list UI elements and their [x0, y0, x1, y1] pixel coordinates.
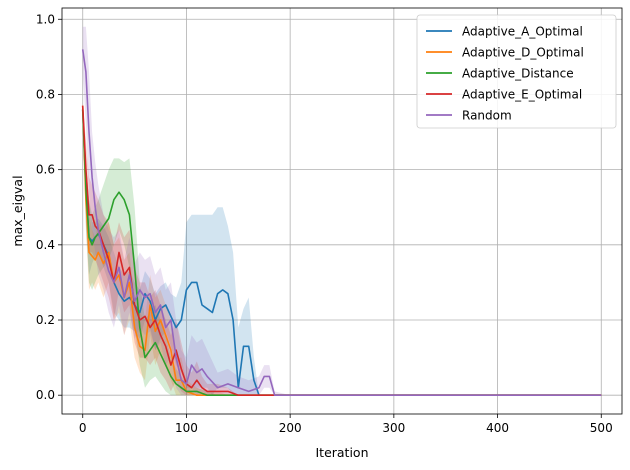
legend-label-adaptive-a-optimal: Adaptive_A_Optimal: [462, 25, 583, 39]
y-tick-label: 0.6: [36, 163, 55, 177]
band-adaptive-a-optimal: [82, 105, 602, 396]
y-tick-label: 1.0: [36, 12, 55, 26]
plot-frame: [61, 7, 623, 415]
legend-label-adaptive-d-optimal: Adaptive_D_Optimal: [462, 46, 584, 60]
legend-label-adaptive-distance: Adaptive_Distance: [462, 67, 574, 81]
x-axis-label: Iteration: [315, 445, 368, 460]
confidence-bands: [82, 26, 602, 396]
x-tick-label: 100: [175, 421, 198, 435]
x-tick-label: 300: [382, 421, 405, 435]
axis-ticks: 0 100 200 300 400 500 0.0 0.2 0.4 0.6 0.8 1.0: [36, 12, 613, 435]
y-tick-label: 0.4: [36, 238, 55, 252]
legend: Adaptive_A_Optimal Adaptive_D_Optimal Adap…: [416, 14, 617, 129]
series-lines: [81, 49, 602, 397]
y-tick-label: 0.8: [36, 87, 55, 101]
legend-label-random: Random: [462, 109, 512, 123]
y-axis-label: max_eigval: [10, 175, 25, 246]
x-tick-label: 0: [79, 421, 87, 435]
y-tick-label: 0.2: [36, 313, 55, 327]
x-tick-label: 400: [486, 421, 509, 435]
series-line-random: [81, 49, 602, 397]
x-tick-label: 200: [279, 421, 302, 435]
legend-label-adaptive-e-optimal: Adaptive_E_Optimal: [462, 88, 582, 102]
x-tick-label: 500: [590, 421, 613, 435]
y-tick-label: 0.0: [36, 388, 55, 402]
legend-box: [416, 14, 617, 129]
